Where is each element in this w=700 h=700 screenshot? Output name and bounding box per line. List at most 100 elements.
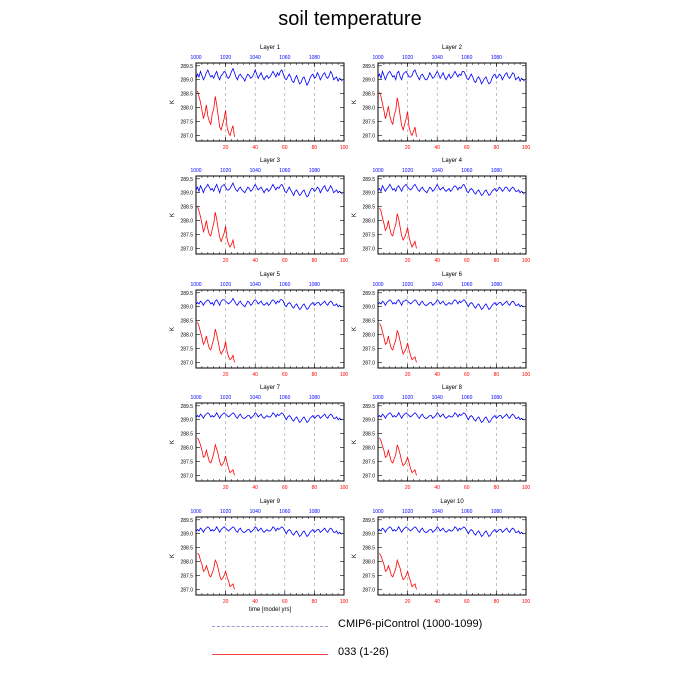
top-tick-label: 1000	[190, 509, 201, 515]
panel-frame	[377, 175, 527, 255]
legend-label-control: CMIP6-piControl (1000-1099)	[338, 618, 483, 630]
panel-title: Layer 2	[442, 45, 463, 51]
y-tick-label: 288.5	[362, 432, 375, 438]
control-series-line	[195, 525, 343, 538]
top-tick-label: 1040	[432, 282, 443, 288]
y-tick-label: 289.5	[362, 518, 375, 524]
y-tick-label: 288.0	[180, 446, 193, 452]
y-tick-label: 287.0	[180, 360, 193, 366]
top-tick-label: 1020	[402, 282, 413, 288]
panel-title: Layer 10	[440, 499, 464, 505]
top-tick-label: 1080	[491, 282, 502, 288]
x-tick-label: 60	[282, 258, 288, 264]
y-tick-label: 288.5	[180, 432, 193, 438]
legend-swatch-run	[212, 654, 328, 655]
x-tick-label: 60	[282, 485, 288, 491]
x-tick-label: 20	[223, 145, 229, 151]
y-tick-label: 288.0	[180, 219, 193, 225]
x-tick-label: 100	[340, 599, 349, 605]
y-axis-label: K	[352, 554, 358, 558]
x-tick-label: 40	[252, 485, 258, 491]
top-tick-label: 1080	[491, 55, 502, 61]
y-tick-label: 287.0	[362, 133, 375, 139]
panel-title: Layer 8	[442, 385, 463, 391]
top-tick-label: 1020	[220, 509, 231, 515]
y-tick-label: 289.5	[180, 404, 193, 410]
top-tick-label: 1040	[250, 282, 261, 288]
top-tick-label: 1040	[432, 509, 443, 515]
run-series-line	[379, 553, 417, 590]
top-tick-label: 1020	[220, 168, 231, 174]
x-tick-label: 60	[464, 599, 470, 605]
y-axis-label: K	[170, 327, 176, 331]
control-series-line	[195, 411, 343, 424]
x-tick-label: 100	[522, 485, 531, 491]
x-tick-label: 40	[434, 372, 440, 378]
y-tick-label: 289.5	[362, 177, 375, 183]
y-tick-label: 288.5	[362, 92, 375, 98]
y-tick-label: 288.5	[362, 319, 375, 325]
top-tick-label: 1020	[402, 395, 413, 401]
top-tick-label: 1060	[279, 395, 290, 401]
y-tick-label: 287.0	[362, 587, 375, 593]
top-tick-label: 1080	[309, 395, 320, 401]
y-tick-label: 287.5	[180, 120, 193, 126]
y-tick-label: 288.5	[362, 205, 375, 211]
run-series-line	[379, 92, 417, 137]
x-tick-label: 40	[434, 258, 440, 264]
y-axis-label: K	[352, 440, 358, 444]
y-tick-label: 287.0	[180, 246, 193, 252]
top-tick-label: 1040	[250, 55, 261, 61]
x-tick-label: 20	[223, 372, 229, 378]
x-tick-label: 20	[223, 599, 229, 605]
top-tick-label: 1040	[250, 168, 261, 174]
y-tick-label: 287.5	[362, 233, 375, 239]
x-tick-label: 60	[464, 372, 470, 378]
y-tick-label: 287.5	[180, 347, 193, 353]
panel-frame	[377, 289, 527, 369]
legend-item-control: CMIP6-piControl (1000-1099)	[210, 618, 510, 634]
top-tick-label: 1000	[190, 168, 201, 174]
panel-frame	[377, 62, 527, 142]
y-tick-label: 289.5	[362, 291, 375, 297]
y-axis-label: K	[170, 440, 176, 444]
top-tick-label: 1020	[220, 395, 231, 401]
legend-item-run: 033 (1-26)	[210, 646, 510, 662]
x-tick-label: 100	[340, 258, 349, 264]
control-series-line	[377, 299, 525, 311]
y-axis-label: K	[352, 100, 358, 104]
y-tick-label: 289.5	[180, 177, 193, 183]
x-tick-label: 80	[494, 372, 500, 378]
panel-frame	[377, 516, 527, 596]
y-tick-label: 288.0	[180, 106, 193, 112]
y-tick-label: 289.5	[362, 404, 375, 410]
x-tick-label: 40	[434, 145, 440, 151]
y-tick-label: 287.5	[362, 574, 375, 580]
x-tick-label: 80	[312, 485, 318, 491]
top-tick-label: 1000	[190, 282, 201, 288]
run-series-line	[197, 321, 235, 363]
x-tick-label: 40	[252, 599, 258, 605]
x-tick-label: 20	[405, 599, 411, 605]
x-tick-label: 20	[405, 485, 411, 491]
y-axis-label: K	[170, 554, 176, 558]
x-tick-label: 40	[434, 599, 440, 605]
panel-frame	[195, 289, 345, 369]
control-series-line	[195, 297, 343, 311]
y-tick-label: 289.0	[362, 78, 375, 84]
legend-swatch-control	[212, 626, 328, 627]
y-tick-label: 287.0	[362, 473, 375, 479]
panel-frame	[195, 402, 345, 482]
x-tick-label: 100	[340, 485, 349, 491]
top-tick-label: 1000	[372, 509, 383, 515]
top-tick-label: 1000	[190, 395, 201, 401]
legend-label-run: 033 (1-26)	[338, 646, 389, 658]
x-tick-label: 60	[464, 145, 470, 151]
run-series-line	[197, 206, 235, 249]
x-tick-label: 20	[405, 258, 411, 264]
x-tick-label: 100	[340, 145, 349, 151]
run-series-line	[197, 90, 235, 137]
control-series-line	[195, 181, 343, 198]
y-tick-label: 289.0	[180, 305, 193, 311]
x-tick-label: 80	[494, 485, 500, 491]
